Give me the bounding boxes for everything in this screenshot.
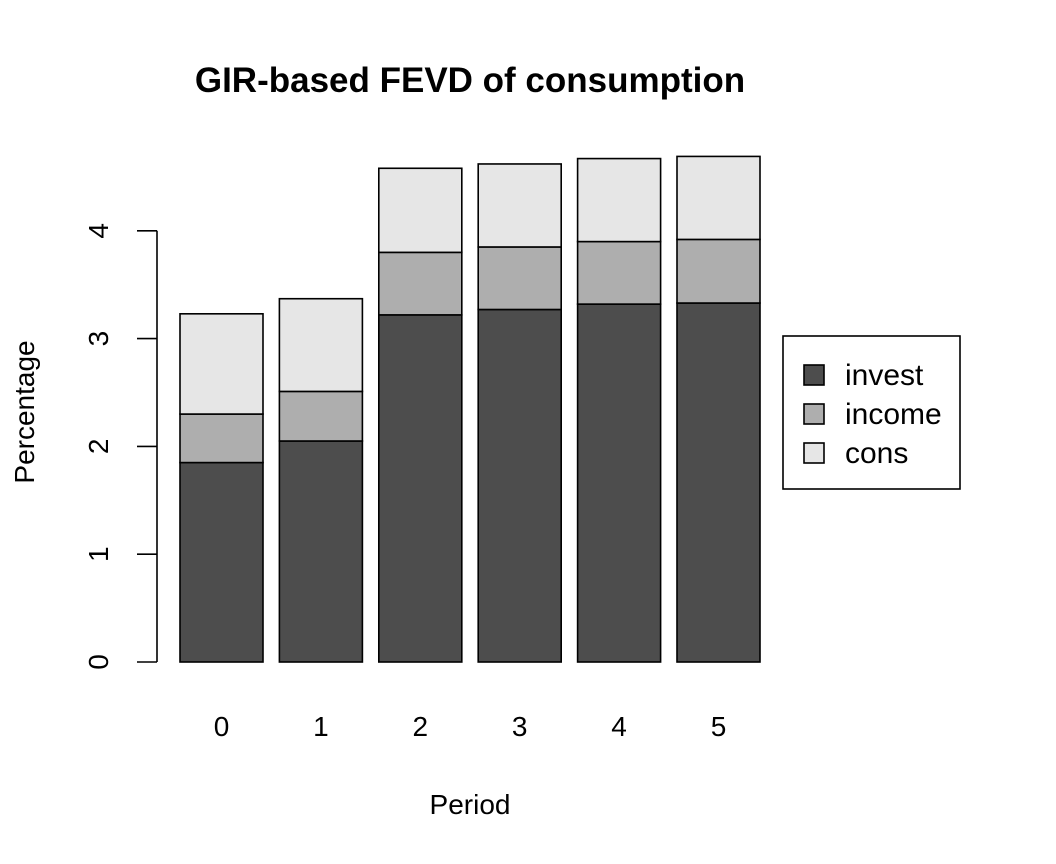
x-tick-label: 3 <box>512 711 528 742</box>
bar-income-2 <box>377 251 463 316</box>
bar-income-1 <box>278 390 364 442</box>
bar-invest-5 <box>676 302 761 663</box>
legend-swatch-cons <box>803 442 825 464</box>
bar-cons-0 <box>179 313 264 415</box>
bar-invest-3 <box>477 308 563 663</box>
x-tick-labels: 0 1 2 3 4 5 <box>214 711 727 742</box>
bar-income-4 <box>576 240 662 305</box>
legend: invest income cons <box>782 335 961 490</box>
y-tick-label: 2 <box>83 439 114 455</box>
y-tick-label: 4 <box>83 223 114 239</box>
legend-label-income: income <box>845 398 942 431</box>
x-tick-label: 2 <box>413 711 429 742</box>
bar-cons-3 <box>477 163 563 248</box>
x-tick-label: 4 <box>611 711 627 742</box>
bar-cons-5 <box>676 155 761 241</box>
x-tick-label: 5 <box>711 711 727 742</box>
x-tick-label: 0 <box>214 711 230 742</box>
x-axis-label: Period <box>430 789 511 820</box>
legend-label-cons: cons <box>845 437 908 470</box>
chart-title: GIR-based FEVD of consumption <box>195 61 745 100</box>
x-tick-label: 1 <box>313 711 329 742</box>
bar-cons-1 <box>278 297 364 393</box>
y-tick-label: 0 <box>83 654 114 670</box>
bar-income-5 <box>676 238 761 304</box>
bar-invest-0 <box>179 461 264 663</box>
legend-swatch-invest <box>803 364 825 386</box>
y-axis: 0 1 2 3 4 <box>83 223 158 670</box>
bar-income-0 <box>179 413 264 464</box>
y-axis-label: Percentage <box>9 340 40 483</box>
legend-label-invest: invest <box>845 359 924 392</box>
bar-invest-4 <box>576 303 662 663</box>
y-tick-label: 1 <box>83 546 114 562</box>
bar-invest-2 <box>377 314 463 663</box>
bar-invest-1 <box>278 440 364 663</box>
bar-cons-2 <box>377 167 463 254</box>
bar-cons-4 <box>576 157 662 243</box>
y-tick-label: 3 <box>83 331 114 347</box>
bar-income-3 <box>477 246 563 311</box>
bar-area <box>179 155 761 663</box>
legend-swatch-income <box>803 403 825 425</box>
